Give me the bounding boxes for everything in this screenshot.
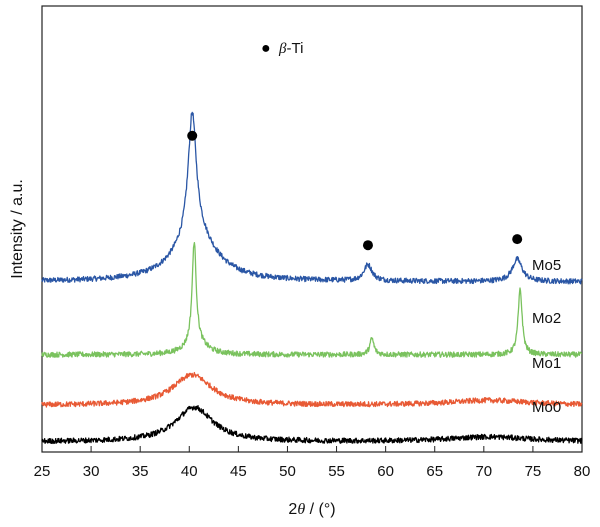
series-line-mo0: [41, 405, 583, 445]
plot-frame: [41, 5, 583, 453]
legend-symbol: β: [278, 41, 287, 57]
legend-marker: ●: [261, 40, 271, 57]
x-tick-label-30: 30: [83, 463, 100, 480]
x-tick-label-80: 80: [574, 463, 591, 480]
y-axis-label: Intensity / a.u.: [9, 179, 26, 279]
beta-ti-marker-2: [362, 240, 373, 251]
x-tick-label-50: 50: [279, 463, 296, 480]
series-line-mo5: [41, 111, 583, 285]
beta-ti-marker-1: [187, 130, 198, 141]
x-tick-label-70: 70: [475, 463, 492, 480]
series-label-mo2: Mo2: [532, 310, 561, 327]
legend-label: β-Ti: [278, 40, 303, 57]
x-axis-label-suffix: / (°): [305, 501, 335, 518]
x-tick-label-60: 60: [377, 463, 394, 480]
legend: ● β-Ti: [261, 40, 303, 57]
x-tick-label-45: 45: [230, 463, 247, 480]
series-label-mo1: Mo1: [532, 355, 561, 372]
x-axis-ticks: 25 30 35 40 45 50 55 60 65 70 75 80: [34, 446, 591, 480]
series-label-mo5: Mo5: [532, 257, 561, 274]
x-tick-label-75: 75: [525, 463, 542, 480]
x-tick-label-25: 25: [34, 463, 51, 480]
series-line-mo1: [41, 371, 583, 408]
x-tick-label-40: 40: [181, 463, 198, 480]
beta-markers: [187, 130, 523, 251]
beta-ti-marker-3: [512, 234, 523, 245]
x-tick-label-35: 35: [132, 463, 149, 480]
series-labels: Mo5 Mo2 Mo1 Mo0: [532, 257, 561, 416]
series-group: [41, 111, 583, 445]
x-tick-label-65: 65: [426, 463, 443, 480]
x-tick-label-55: 55: [328, 463, 345, 480]
x-axis-label-symbol: θ: [297, 501, 305, 518]
legend-text: -Ti: [286, 40, 303, 57]
series-line-mo2: [41, 241, 583, 358]
x-axis-label-prefix: 2: [288, 501, 297, 518]
x-axis-label: 2θ / (°): [288, 501, 335, 518]
series-label-mo0: Mo0: [532, 399, 561, 416]
